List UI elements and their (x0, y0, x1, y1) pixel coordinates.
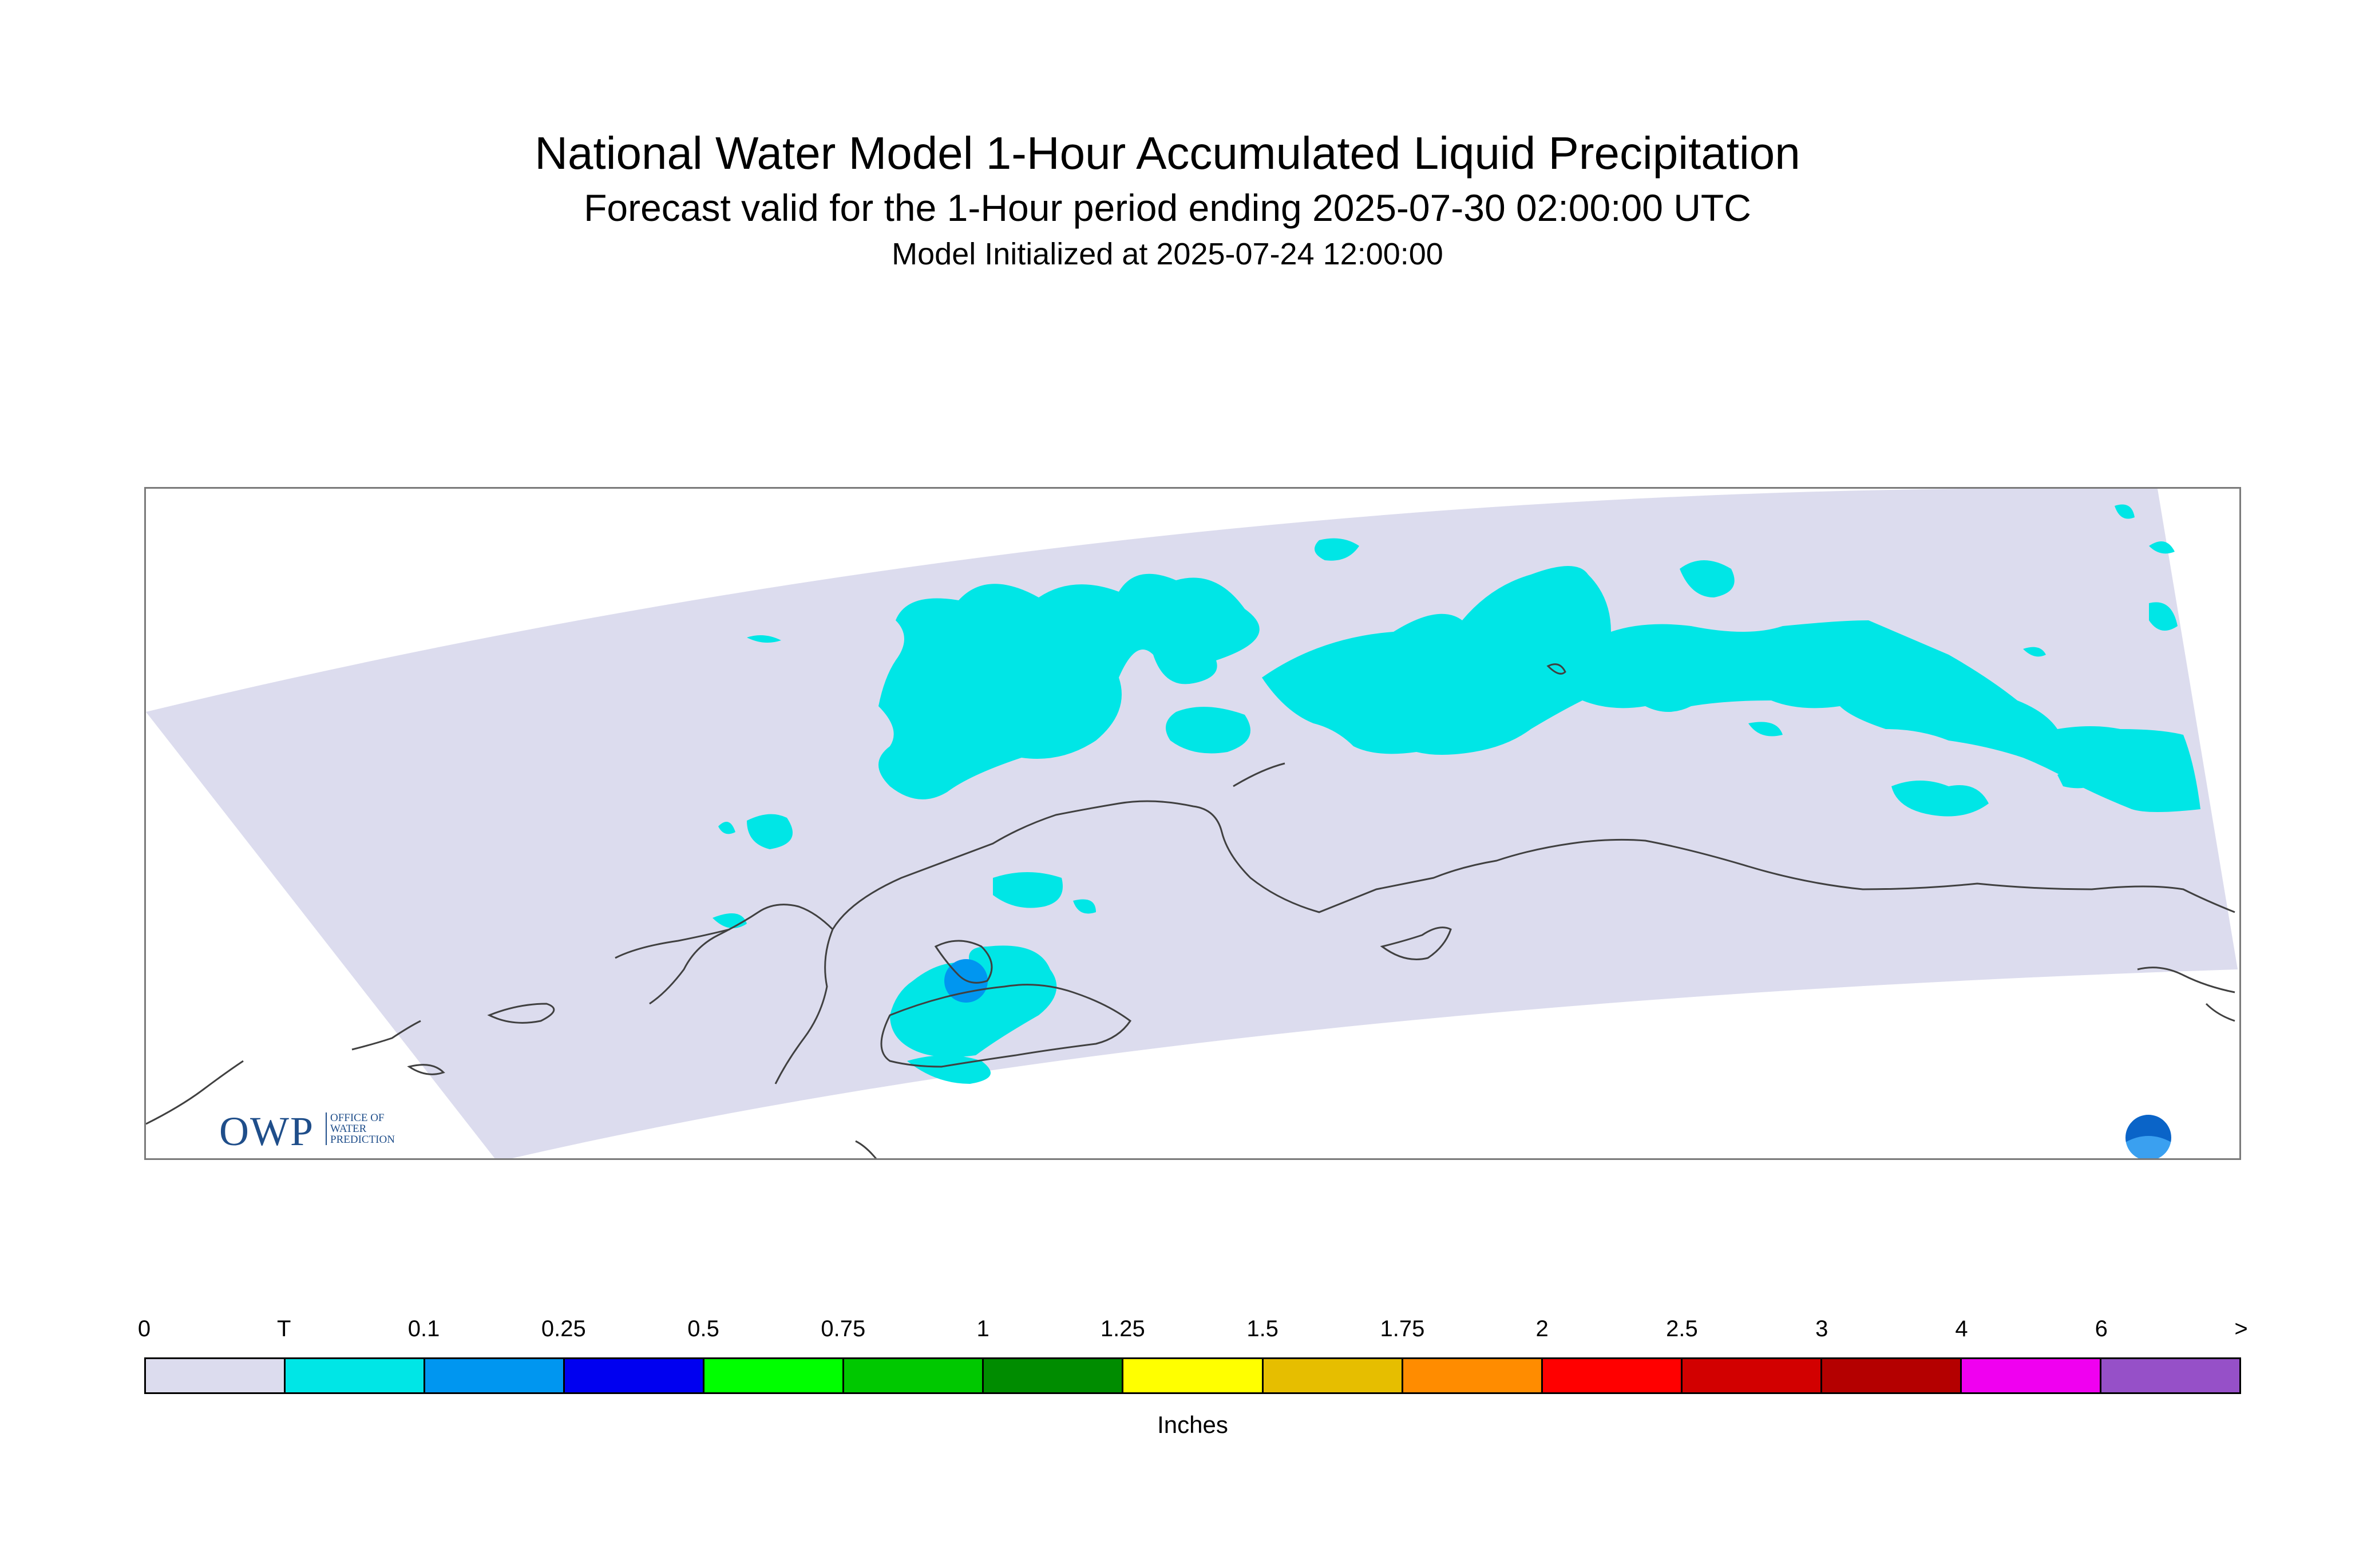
legend-swatch (1123, 1359, 1264, 1392)
legend-swatch (565, 1359, 705, 1392)
map-title: National Water Model 1-Hour Accumulated … (535, 128, 1800, 179)
legend-swatch (984, 1359, 1124, 1392)
legend-swatch (425, 1359, 565, 1392)
legend-swatch (1403, 1359, 1543, 1392)
legend-swatch (1961, 1359, 2101, 1392)
legend-tick-label: 0.75 (821, 1316, 866, 1341)
legend-tick-label: 1 (976, 1316, 989, 1341)
legend-swatch (1542, 1359, 1683, 1392)
legend-swatch (2101, 1359, 2239, 1392)
legend-swatch (704, 1359, 845, 1392)
legend-tick-label: 0.1 (407, 1316, 440, 1341)
noaa-logo-icon (2123, 1112, 2174, 1158)
legend-swatch (844, 1359, 984, 1392)
legend-tick-label: 3 (1815, 1316, 1828, 1341)
legend-swatch (1263, 1359, 1403, 1392)
trace-precip-areas (712, 504, 2200, 1084)
owp-logo-letters: OWP (219, 1108, 314, 1154)
legend-tick-label: 1.75 (1380, 1316, 1425, 1341)
color-legend (144, 1357, 2241, 1394)
owp-logo-subtext: OFFICE OF WATER PREDICTION (326, 1112, 395, 1145)
legend-units-label: Inches (1157, 1411, 1228, 1438)
legend-tick-label: 0 (137, 1316, 151, 1341)
legend-swatch (1682, 1359, 1822, 1392)
precipitation-map: OWP OFFICE OF WATER PREDICTION (144, 487, 2241, 1160)
legend-tick-label: 1.5 (1246, 1316, 1278, 1341)
legend-tick-label: 0.25 (541, 1316, 586, 1341)
forecast-valid-subtitle: Forecast valid for the 1-Hour period end… (584, 187, 1751, 229)
legend-tick-label: 1.25 (1100, 1316, 1145, 1341)
legend-swatch (146, 1359, 286, 1392)
legend-tick-label: 0.5 (687, 1316, 719, 1341)
legend-tick-label: 2.5 (1666, 1316, 1698, 1341)
legend-tick-label: 4 (1955, 1316, 1968, 1341)
legend-swatch (286, 1359, 426, 1392)
legend-tick-label: 2 (1535, 1316, 1549, 1341)
legend-tick-label: T (277, 1316, 291, 1341)
owp-logo: OWP OFFICE OF WATER PREDICTION (219, 1108, 437, 1154)
map-canvas (146, 489, 2238, 1158)
coastlines (146, 663, 2235, 1158)
legend-tick-label: > (2234, 1316, 2248, 1341)
legend-tick-label: 6 (2095, 1316, 2108, 1341)
model-initialized-line: Model Initialized at 2025-07-24 12:00:00 (892, 237, 1443, 271)
legend-swatch (1822, 1359, 1962, 1392)
